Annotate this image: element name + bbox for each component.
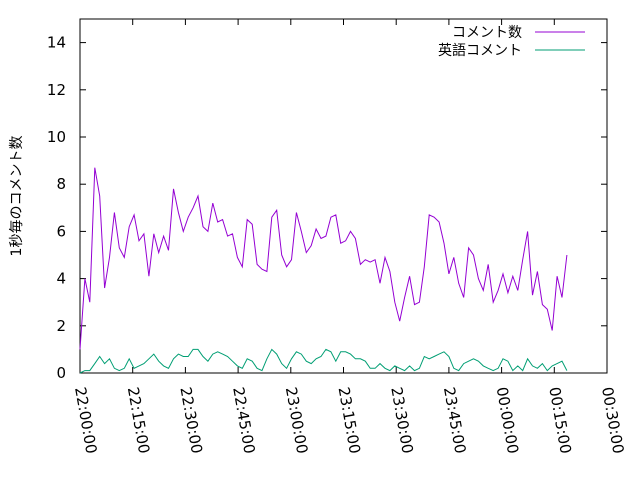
x-tick-label: 00:15:00 — [545, 386, 574, 455]
y-tick-label: 14 — [47, 34, 66, 52]
plot-frame — [79, 18, 608, 374]
y-tick-label: 4 — [56, 270, 66, 288]
series-layer — [79, 167, 568, 374]
legend-label: 英語コメント — [438, 42, 522, 59]
y-tick-label: 6 — [56, 222, 66, 240]
y-tick-label: 12 — [47, 81, 66, 99]
x-tick-label: 22:45:00 — [229, 386, 258, 455]
x-tick-label: 23:15:00 — [335, 386, 364, 455]
x-tick-label: 22:00:00 — [71, 386, 100, 455]
y-tick-label: 0 — [56, 364, 66, 382]
x-tick-label: 23:30:00 — [387, 386, 416, 455]
x-tick-label: 00:30:00 — [598, 386, 627, 455]
y-tick-label: 8 — [56, 175, 66, 193]
x-tick-label: 22:30:00 — [176, 386, 205, 455]
y-axis-title: 1秒毎のコメント数 — [9, 136, 25, 257]
y-tick-label: 2 — [56, 317, 66, 335]
legend-label: コメント数 — [452, 25, 522, 41]
x-tick-label: 23:45:00 — [440, 386, 469, 455]
series-line-2 — [79, 348, 568, 374]
x-tick-label: 00:00:00 — [493, 386, 522, 455]
y-tick-label: 10 — [47, 128, 66, 146]
y-axis: 0 2 4 6 8 10 12 14 — [47, 34, 607, 382]
x-tick-label: 22:15:00 — [124, 386, 153, 455]
x-tick-label: 23:00:00 — [282, 386, 311, 455]
series-line-1 — [79, 167, 568, 350]
